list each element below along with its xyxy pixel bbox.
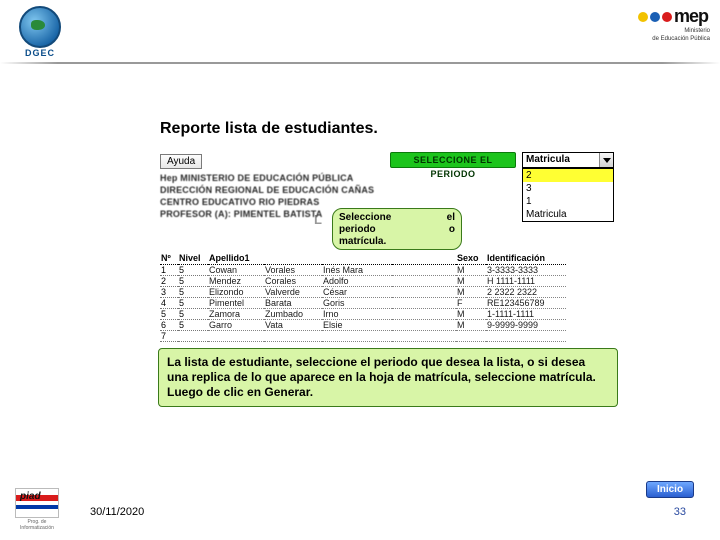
table-row: 65GarroVataElsieM9-9999-9999 [160, 320, 614, 331]
divider [0, 62, 720, 64]
table-header-cell: Nº [160, 252, 178, 265]
periodo-dropdown[interactable]: Matricula [522, 152, 614, 168]
table-header-cell: Sexo [456, 252, 486, 265]
table-row: 25MendezCoralesAdolfoMH 1111-1111 [160, 276, 614, 287]
app-screenshot: Ayuda SELECCIONE EL PERIODO Matricula 23… [158, 152, 618, 338]
table-row: 35ElizondoValverdeCésarM2 2322 2322 [160, 287, 614, 298]
table-row: 15CowanVoralesInés MaraM3-3333-3333 [160, 265, 614, 276]
dropdown-option[interactable]: 2 [523, 169, 613, 182]
table-row: 55ZamoraZumbadoIrnoM1-1111-1111 [160, 309, 614, 320]
table-header-cell [392, 252, 456, 265]
table-header-cell: Nivel [178, 252, 208, 265]
mep-sub2: de Educación Pública [638, 36, 710, 43]
mep-sub1: Ministerio [638, 28, 710, 35]
dropdown-option[interactable]: Matricula [523, 208, 613, 221]
inicio-button[interactable]: Inicio [646, 481, 694, 498]
table-header-cell [322, 252, 392, 265]
table-header-cell [264, 252, 322, 265]
explanation-box: La lista de estudiante, seleccione el pe… [158, 348, 618, 407]
page-title: Reporte lista de estudiantes. [160, 120, 378, 138]
mep-logo: mep Ministerio de Educación Pública [638, 6, 710, 58]
mep-text: mep [674, 6, 708, 27]
table-row: 7 [160, 331, 614, 342]
table-header-cell: Apellido1 [208, 252, 264, 265]
list-heading-fragment: L [314, 212, 322, 227]
dropdown-value: Matricula [526, 154, 570, 165]
select-periodo-button[interactable]: SELECCIONE EL PERIODO [390, 152, 516, 168]
dropdown-option[interactable]: 3 [523, 182, 613, 195]
piad-logo: piad Prog. de Informatización [10, 488, 64, 532]
footer-date: 30/11/2020 [90, 506, 144, 518]
menu-ayuda[interactable]: Ayuda [160, 154, 202, 169]
table-header-cell: Identificación [486, 252, 566, 265]
callout-bubble: Seleccioneel periodoo matrícula. [332, 208, 462, 250]
dgec-label: DGEC [10, 48, 70, 58]
chevron-down-icon[interactable] [599, 153, 613, 167]
students-table: NºNivelApellido1 SexoIdentificación15Cowa… [160, 252, 614, 342]
dropdown-list[interactable]: 231Matricula [522, 168, 614, 222]
dgec-logo: DGEC [10, 6, 70, 58]
page-number: 33 [674, 506, 686, 518]
table-row: 45PimentelBarataGorisFRE123456789 [160, 298, 614, 309]
dropdown-option[interactable]: 1 [523, 195, 613, 208]
